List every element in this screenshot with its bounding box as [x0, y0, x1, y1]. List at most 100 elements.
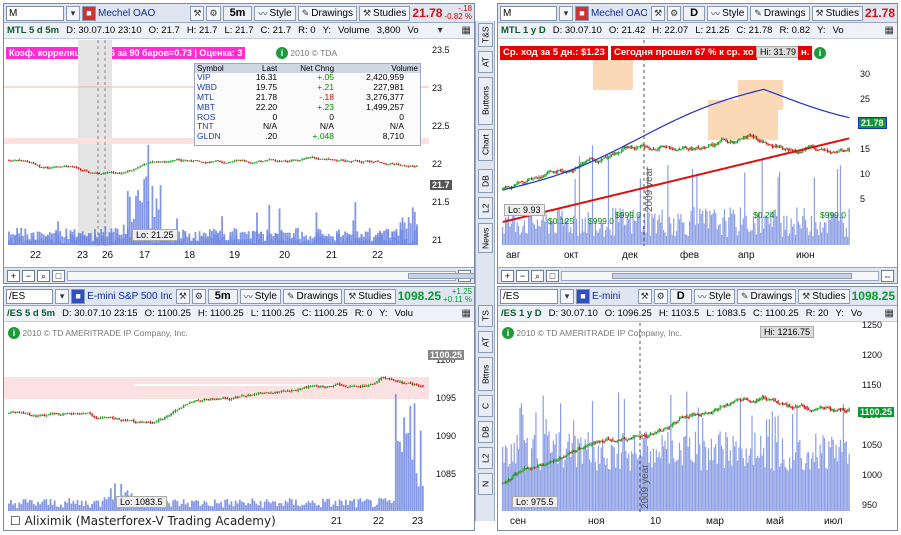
link-icon[interactable]: ⚒ — [190, 5, 205, 21]
side-button-ts[interactable]: T&S — [478, 23, 493, 47]
watchlist-row[interactable]: MBT 22.20 +.23 1,499,257 — [195, 102, 420, 112]
period-button[interactable]: D — [683, 5, 706, 21]
settings-icon[interactable]: ⚙ — [667, 5, 682, 21]
volume-bar — [774, 209, 776, 245]
drawings-button[interactable]: ✎ Drawings — [297, 5, 357, 21]
watchlist-row[interactable]: ROS 0 0 0 — [195, 112, 420, 122]
symbol-dropdown-icon[interactable]: ▾ — [560, 288, 574, 304]
candle — [638, 435, 640, 437]
side-button-lower-at[interactable]: AT — [478, 331, 493, 353]
time-scrollbar[interactable] — [561, 270, 879, 281]
volume-bar — [676, 230, 678, 245]
side-button-at[interactable]: AT — [478, 51, 493, 73]
period-button[interactable]: 5m — [222, 5, 253, 21]
symbol-dropdown-icon[interactable]: ▾ — [66, 5, 80, 21]
expand-icon[interactable]: ⇔ — [881, 269, 894, 282]
info-icon[interactable]: i — [276, 47, 288, 59]
y-tick-label: 22 — [432, 159, 443, 169]
drawings-button[interactable]: ✎ Drawings — [282, 288, 343, 304]
symbol-dropdown-icon[interactable]: ▾ — [558, 5, 573, 21]
watchlist-header-volume[interactable]: Volume — [336, 64, 420, 73]
candle — [41, 414, 43, 416]
candle — [544, 175, 546, 178]
volume-bar — [153, 507, 156, 511]
side-button-news[interactable]: News — [478, 223, 493, 253]
chart-settings-icon[interactable]: ▦ — [461, 25, 471, 36]
volume-bar — [369, 500, 372, 511]
side-button-lower-db[interactable]: DB — [478, 421, 493, 443]
side-button-lower-ts[interactable]: TS — [478, 305, 493, 327]
fit-icon[interactable]: □ — [52, 269, 65, 282]
candle — [567, 171, 569, 173]
volume-bar — [280, 231, 283, 245]
style-button[interactable]: 〰 Style — [239, 288, 281, 304]
watchlist-row[interactable]: WBD 19.75 +.21 227,981 — [195, 83, 420, 93]
studies-button[interactable]: ⚒ Studies — [358, 5, 411, 21]
symbol-input[interactable]: M — [500, 5, 557, 21]
magnifier-icon[interactable]: ⌕ — [531, 269, 544, 282]
symbol-input[interactable]: /ES — [500, 288, 558, 304]
candle — [360, 161, 363, 163]
info-icon[interactable]: i — [502, 327, 514, 339]
magnifier-icon[interactable]: ⌕ — [37, 269, 50, 282]
volume-bar — [821, 453, 823, 511]
watchlist-header-net-chng[interactable]: Net Chng — [279, 64, 337, 73]
volume-bar — [586, 233, 588, 245]
time-scrollbar[interactable] — [67, 270, 474, 281]
side-button-buttons[interactable]: Buttons — [478, 77, 493, 125]
drawings-button[interactable]: ✎ Drawings — [750, 5, 810, 21]
settings-icon[interactable]: ⚙ — [191, 288, 206, 304]
symbol-input[interactable]: M — [6, 5, 64, 21]
link-icon[interactable]: ⚒ — [175, 288, 190, 304]
info-icon[interactable]: i — [814, 47, 826, 59]
period-button[interactable]: 5m — [207, 288, 238, 304]
side-button-l2[interactable]: L2 — [478, 197, 493, 219]
zoom-out-icon[interactable]: − — [22, 269, 35, 282]
link-icon[interactable]: ⚒ — [637, 288, 652, 304]
side-button-lower-l2[interactable]: L2 — [478, 447, 493, 469]
studies-button[interactable]: ⚒ Studies — [811, 5, 863, 21]
watchlist-row[interactable]: MTL 21.78 -.18 3,276,377 — [195, 93, 420, 103]
chart-settings-icon[interactable]: ▦ — [884, 25, 894, 36]
candle — [616, 153, 618, 155]
watchlist-header-last[interactable]: Last — [241, 64, 280, 73]
zoom-out-icon[interactable]: − — [516, 269, 529, 282]
zoom-in-icon[interactable]: + — [7, 269, 20, 282]
drawings-button[interactable]: ✎ Drawings — [736, 288, 797, 304]
style-button[interactable]: 〰 Style — [693, 288, 735, 304]
studies-button[interactable]: ⚒ Studies — [344, 288, 396, 304]
chart-settings-icon[interactable]: ▦ — [461, 308, 471, 319]
link-icon[interactable]: ⚒ — [651, 5, 666, 21]
symbol-input[interactable]: /ES — [6, 288, 54, 304]
side-button-lower-c[interactable]: C — [478, 395, 493, 417]
chart-settings-icon[interactable]: ▦ — [884, 308, 894, 319]
zoom-in-icon[interactable]: + — [501, 269, 514, 282]
style-button[interactable]: 〰 Style — [254, 5, 296, 21]
style-button[interactable]: 〰 Style — [707, 5, 749, 21]
dropdown-icon[interactable]: ▾ — [437, 25, 443, 36]
symbol-dropdown-icon[interactable]: ▾ — [55, 288, 70, 304]
settings-icon[interactable]: ⚙ — [653, 288, 668, 304]
volume-bar — [842, 222, 844, 245]
scroll-thumb[interactable] — [612, 272, 852, 279]
side-button-lower-n[interactable]: N — [478, 473, 493, 495]
side-button-chart[interactable]: Chart — [478, 129, 493, 161]
scroll-thumb[interactable] — [408, 272, 474, 279]
price-chart[interactable] — [4, 323, 429, 513]
watchlist-header-symbol[interactable]: Symbol — [195, 64, 242, 73]
watchlist-row[interactable]: GLDN .20 +.048 8,710 — [195, 132, 420, 142]
candle — [131, 170, 133, 172]
side-button-lower-bttns[interactable]: Bttns — [478, 357, 493, 391]
watchlist-row[interactable]: TNT N/A N/A N/A — [195, 122, 420, 132]
price-chart[interactable] — [498, 40, 855, 246]
side-button-db[interactable]: DB — [478, 169, 493, 193]
period-button[interactable]: D — [669, 288, 692, 304]
price-chart[interactable] — [498, 323, 856, 513]
info-icon[interactable]: i — [8, 327, 20, 339]
candle — [178, 407, 181, 410]
studies-button[interactable]: ⚒ Studies — [798, 288, 850, 304]
settings-icon[interactable]: ⚙ — [206, 5, 221, 21]
y-tick-label: 22.5 — [432, 121, 450, 131]
watchlist-row[interactable]: VIP 16.31 +.05 2,420,959 — [195, 73, 420, 83]
fit-icon[interactable]: □ — [546, 269, 559, 282]
